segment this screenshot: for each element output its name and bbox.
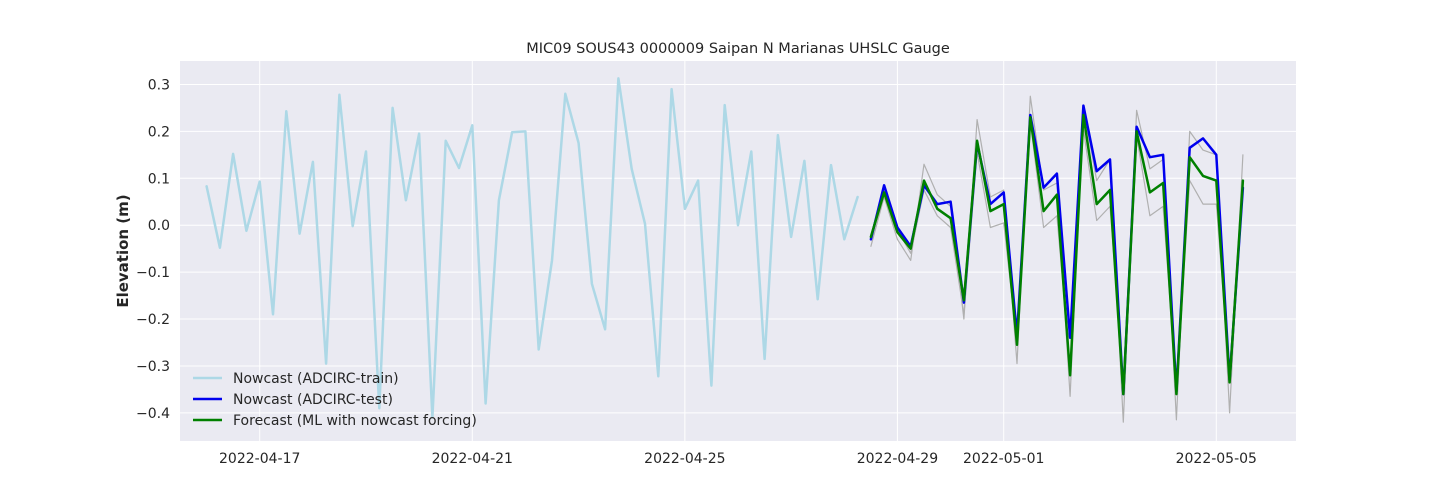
series-layer <box>205 77 1245 423</box>
y-axis-ticks: −0.4 −0.3 −0.2 −0.1 0.0 0.1 0.2 0.3 <box>136 77 170 421</box>
legend-label: Nowcast (ADCIRC-train) <box>233 371 399 387</box>
y-tick-label: 0.3 <box>148 77 170 93</box>
series-line-forecast-ml-with-nowcast-forcing <box>869 113 1245 396</box>
y-tick-label: −0.2 <box>136 312 170 328</box>
series-line-nowcast-adcirc-train <box>205 77 859 419</box>
y-axis-label: Elevation (m) <box>114 194 132 307</box>
y-tick-label: 0.0 <box>148 218 170 234</box>
y-tick-label: −0.3 <box>136 359 170 375</box>
x-tick-label: 2022-04-25 <box>644 451 725 467</box>
legend-label: Nowcast (ADCIRC-test) <box>233 392 393 408</box>
plot-area-background <box>180 61 1296 441</box>
y-tick-label: 0.2 <box>148 124 170 140</box>
y-tick-label: 0.1 <box>148 171 170 187</box>
chart-title: MIC09 SOUS43 0000009 Saipan N Marianas U… <box>526 41 950 57</box>
x-tick-label: 2022-04-29 <box>857 451 938 467</box>
x-tick-label: 2022-04-21 <box>432 451 513 467</box>
x-tick-label: 2022-04-17 <box>219 451 300 467</box>
y-tick-label: −0.1 <box>136 265 170 281</box>
x-axis-ticks: 2022-04-17 2022-04-21 2022-04-25 2022-04-29… <box>219 451 1257 467</box>
legend-label: Forecast (ML with nowcast forcing) <box>233 413 477 429</box>
y-tick-label: −0.4 <box>136 406 170 422</box>
x-tick-label: 2022-05-05 <box>1176 451 1257 467</box>
legend: Nowcast (ADCIRC-train) Nowcast (ADCIRC-te… <box>193 371 477 429</box>
x-tick-label: 2022-05-01 <box>963 451 1044 467</box>
